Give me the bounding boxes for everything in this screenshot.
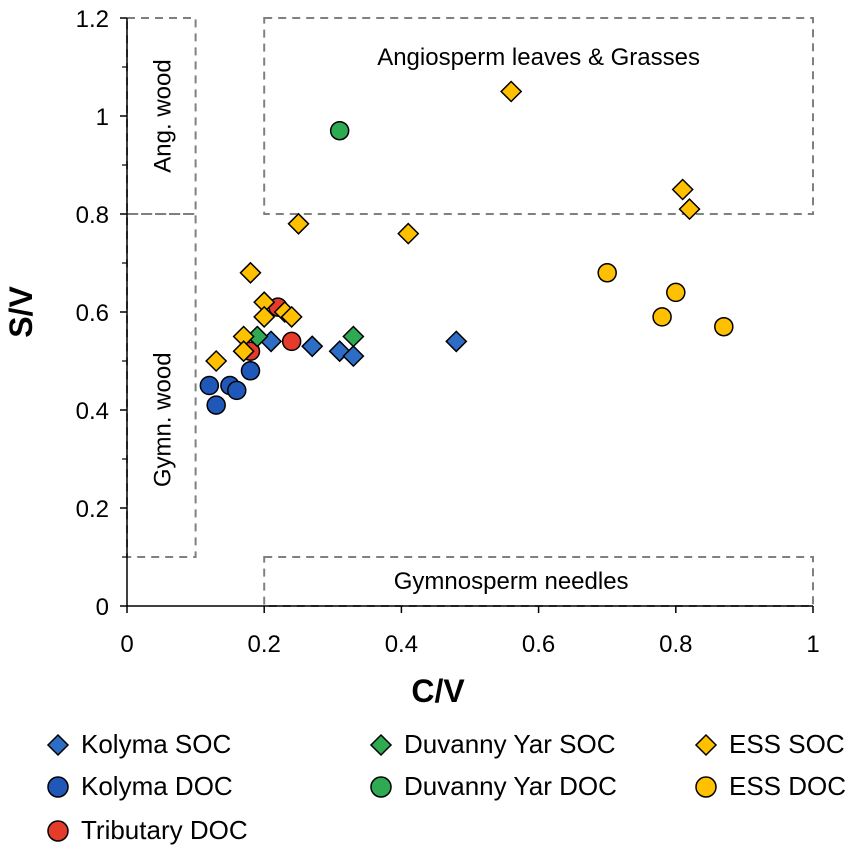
point-ess-soc bbox=[397, 222, 420, 245]
y-tick-label: 0.8 bbox=[76, 202, 109, 229]
point-kolyma-doc bbox=[227, 380, 247, 401]
point-ess-soc bbox=[239, 261, 262, 284]
point-ess-soc bbox=[678, 198, 701, 221]
region-box-angiosperm-leaves-grasses bbox=[263, 17, 814, 215]
x-tick-label: 0 bbox=[120, 631, 133, 658]
point-ess-soc bbox=[232, 340, 255, 363]
point-ess-soc bbox=[205, 349, 228, 373]
point-kolyma-soc bbox=[445, 330, 468, 353]
point-ess-doc bbox=[666, 282, 686, 303]
y-tick-label: 0.2 bbox=[76, 496, 109, 523]
x-tick-label: 0.4 bbox=[385, 631, 418, 658]
y-ticks: 0 0.2 0.4 0.6 0.8 1 1.2 bbox=[76, 6, 127, 621]
point-ess-soc bbox=[280, 305, 303, 328]
y-tick-label: 1 bbox=[96, 104, 109, 131]
point-kolyma-doc bbox=[206, 395, 226, 415]
point-kolyma-soc bbox=[301, 335, 324, 358]
point-ess-doc bbox=[597, 263, 617, 283]
x-tick-label: 0.2 bbox=[248, 631, 281, 658]
region-label-gymn-wood: Gymn. wood bbox=[149, 352, 176, 487]
point-ess-soc bbox=[500, 80, 523, 103]
point-ess-doc bbox=[652, 307, 672, 327]
y-axis-label: S/V bbox=[3, 286, 39, 338]
point-tributary-doc bbox=[281, 331, 302, 352]
region-boxes bbox=[126, 17, 814, 607]
point-ess-soc bbox=[287, 212, 310, 235]
region-label-angiosperm-leaves-grasses: Angiosperm leaves & Grasses bbox=[377, 44, 700, 71]
x-axis-label: C/V bbox=[411, 673, 465, 709]
x-ticks: 0 0.2 0.4 0.6 0.8 1 bbox=[120, 606, 820, 658]
data-points bbox=[199, 80, 734, 415]
y-tick-label: 0 bbox=[96, 594, 109, 621]
point-ess-soc bbox=[253, 305, 276, 328]
y-tick-label: 0.4 bbox=[76, 398, 109, 425]
y-tick-label: 0.6 bbox=[76, 300, 109, 327]
x-tick-label: 0.6 bbox=[522, 631, 555, 658]
region-labels: Angiosperm leaves & Grasses Ang. wood Gymn… bbox=[149, 44, 700, 595]
point-ess-doc bbox=[714, 316, 734, 337]
axes bbox=[126, 18, 813, 607]
x-tick-label: 1 bbox=[806, 631, 819, 658]
region-label-ang-wood: Ang. wood bbox=[149, 59, 176, 172]
point-kolyma-soc bbox=[342, 345, 365, 368]
x-tick-label: 0.8 bbox=[659, 631, 692, 658]
point-ess-soc bbox=[671, 178, 694, 201]
region-label-gymnosperm-needles: Gymnosperm needles bbox=[394, 568, 629, 595]
point-kolyma-doc bbox=[199, 375, 220, 396]
point-duvanny-yar-soc bbox=[342, 325, 365, 348]
y-tick-label: 1.2 bbox=[76, 6, 109, 33]
point-kolyma-doc bbox=[240, 361, 261, 381]
point-duvanny-yar-doc bbox=[329, 120, 350, 141]
